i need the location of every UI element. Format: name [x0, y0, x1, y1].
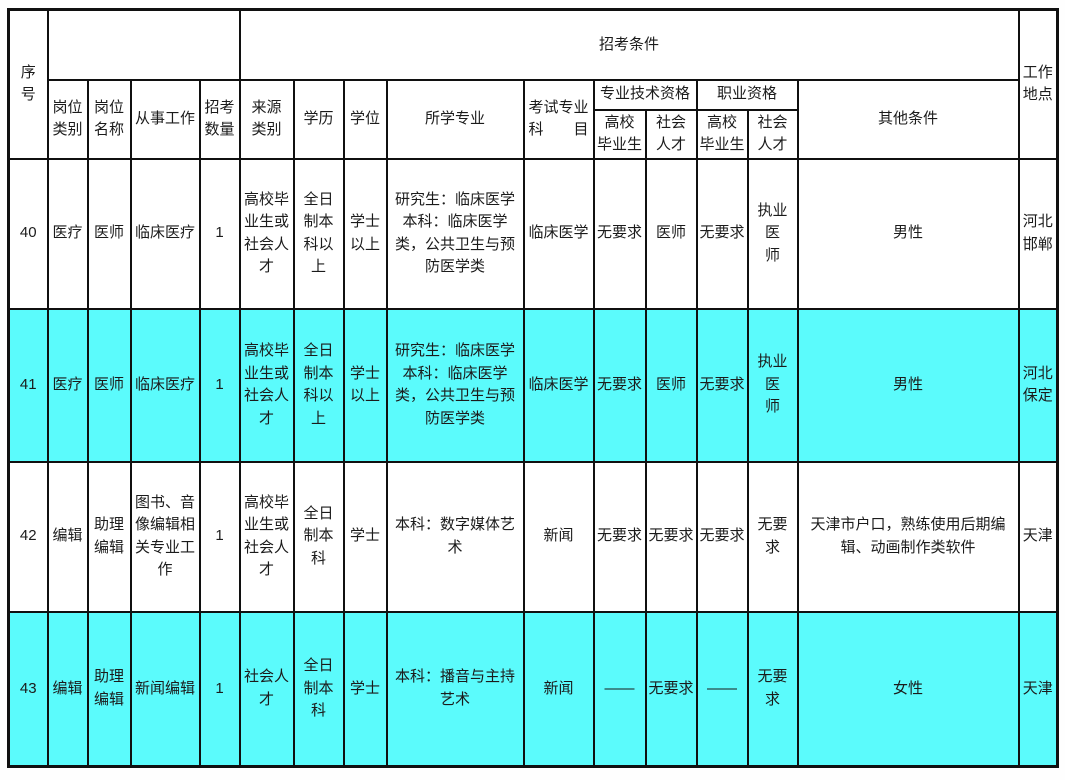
cell-voc-social: 执业医 师: [746, 157, 799, 310]
table-row: 41 医疗 医师 临床医疗 1 高校毕 业生或 社会人 才全日 制本 科以 上学士 以上研…: [7, 307, 1059, 463]
cell-name: 医师: [86, 157, 132, 310]
cell-source: 高校毕 业生或 社会人 才: [238, 460, 295, 613]
cell-voc-social: 无要求: [746, 610, 799, 768]
cell-location: 河北 邯郸: [1017, 157, 1059, 310]
cell-major: 本科：数字媒体艺 术: [385, 460, 525, 613]
cell-serial: 43: [7, 610, 49, 768]
cell-location: 天津: [1017, 460, 1059, 613]
cell-prof-social: 医师: [644, 157, 698, 310]
cell-voc-grad: 无要求: [695, 157, 749, 310]
header-voc-social: 社会 人才: [746, 108, 799, 160]
header-serial: 序 号: [7, 8, 49, 160]
cell-name: 助理 编辑: [86, 460, 132, 613]
cell-degree: 学士: [342, 460, 388, 613]
cell-voc-grad: 无要求: [695, 307, 749, 463]
cell-prof-social: 无要求: [644, 610, 698, 768]
cell-serial: 42: [7, 460, 49, 613]
cell-category: 医疗: [46, 157, 89, 310]
table-row: 43 编辑 助理 编辑 新闻编辑 1 社会人 才全日 制本 科学士 本科：播音与主持 艺术新…: [7, 610, 1059, 768]
cell-education: 全日 制本 科: [292, 610, 345, 768]
header-location: 工作 地点: [1017, 8, 1059, 160]
cell-prof-grad: ——: [592, 610, 647, 768]
cell-category: 编辑: [46, 610, 89, 768]
header-work: 从事工作: [129, 78, 201, 160]
cell-source: 高校毕 业生或 社会人 才: [238, 157, 295, 310]
table-header: 序 号 招考条件 工作 地点 岗位 类别 岗位 名称 从事工作 招考 数量 来源…: [7, 8, 1059, 160]
header-other-conditions: 其他条件: [796, 78, 1020, 160]
cell-education: 全日 制本 科以 上: [292, 157, 345, 310]
cell-exam-subject: 临床医学: [522, 307, 595, 463]
cell-category: 医疗: [46, 307, 89, 463]
header-blank-cell: [46, 8, 241, 81]
cell-major: 研究生：临床医学 本科：临床医学 类，公共卫生与预 防医学类: [385, 307, 525, 463]
header-position-name: 岗位 名称: [86, 78, 132, 160]
cell-location: 河北 保定: [1017, 307, 1059, 463]
cell-location: 天津: [1017, 610, 1059, 768]
cell-name: 助理 编辑: [86, 610, 132, 768]
cell-other: 女性: [796, 610, 1020, 768]
cell-education: 全日 制本 科以 上: [292, 307, 345, 463]
header-degree: 学位: [342, 78, 388, 160]
cell-voc-social: 执业医 师: [746, 307, 799, 463]
cell-major: 本科：播音与主持 艺术: [385, 610, 525, 768]
cell-serial: 40: [7, 157, 49, 310]
cell-degree: 学士 以上: [342, 307, 388, 463]
cell-work: 临床医疗: [129, 157, 201, 310]
header-prof-tech-qual: 专业技术资格: [592, 78, 698, 111]
cell-count: 1: [198, 460, 241, 613]
cell-count: 1: [198, 157, 241, 310]
table-row: 40 医疗 医师 临床医疗 1 高校毕 业生或 社会人 才全日 制本 科以 上学士 以上研…: [7, 157, 1059, 310]
cell-prof-grad: 无要求: [592, 307, 647, 463]
cell-work: 临床医疗: [129, 307, 201, 463]
cell-education: 全日 制本 科: [292, 460, 345, 613]
header-vocational-qual: 职业资格: [695, 78, 799, 111]
cell-prof-social: 医师: [644, 307, 698, 463]
header-voc-grad: 高校 毕业生: [695, 108, 749, 160]
cell-name: 医师: [86, 307, 132, 463]
cell-degree: 学士: [342, 610, 388, 768]
header-education: 学历: [292, 78, 345, 160]
cell-count: 1: [198, 610, 241, 768]
header-conditions-group: 招考条件: [238, 8, 1020, 81]
cell-prof-grad: 无要求: [592, 460, 647, 613]
header-exam-subject: 考试专业 科 目: [522, 78, 595, 160]
header-prof-grad: 高校 毕业生: [592, 108, 647, 160]
table-body: 40 医疗 医师 临床医疗 1 高校毕 业生或 社会人 才全日 制本 科以 上学士 以上研…: [7, 157, 1059, 768]
cell-other: 男性: [796, 157, 1020, 310]
cell-category: 编辑: [46, 460, 89, 613]
cell-voc-grad: 无要求: [695, 460, 749, 613]
cell-work: 图书、音 像编辑相 关专业工 作: [129, 460, 201, 613]
cell-voc-social: 无要求: [746, 460, 799, 613]
cell-count: 1: [198, 307, 241, 463]
cell-exam-subject: 新闻: [522, 610, 595, 768]
header-category: 岗位 类别: [46, 78, 89, 160]
cell-exam-subject: 新闻: [522, 460, 595, 613]
header-major: 所学专业: [385, 78, 525, 160]
cell-exam-subject: 临床医学: [522, 157, 595, 310]
cell-work: 新闻编辑: [129, 610, 201, 768]
cell-other: 男性: [796, 307, 1020, 463]
header-prof-social: 社会 人才: [644, 108, 698, 160]
cell-prof-grad: 无要求: [592, 157, 647, 310]
cell-other: 天津市户口，熟练使用后期编 辑、动画制作类软件: [796, 460, 1020, 613]
cell-degree: 学士 以上: [342, 157, 388, 310]
recruitment-table: 序 号 招考条件 工作 地点 岗位 类别 岗位 名称 从事工作 招考 数量 来源…: [7, 8, 1059, 768]
cell-major: 研究生：临床医学 本科：临床医学 类，公共卫生与预 防医学类: [385, 157, 525, 310]
header-source: 来源 类别: [238, 78, 295, 160]
table-row: 42 编辑 助理 编辑 图书、音 像编辑相 关专业工 作 1 高校毕 业生或 社会人 才全…: [7, 460, 1059, 613]
cell-prof-social: 无要求: [644, 460, 698, 613]
cell-serial: 41: [7, 307, 49, 463]
cell-voc-grad: ——: [695, 610, 749, 768]
cell-source: 社会人 才: [238, 610, 295, 768]
header-count: 招考 数量: [198, 78, 241, 160]
cell-source: 高校毕 业生或 社会人 才: [238, 307, 295, 463]
